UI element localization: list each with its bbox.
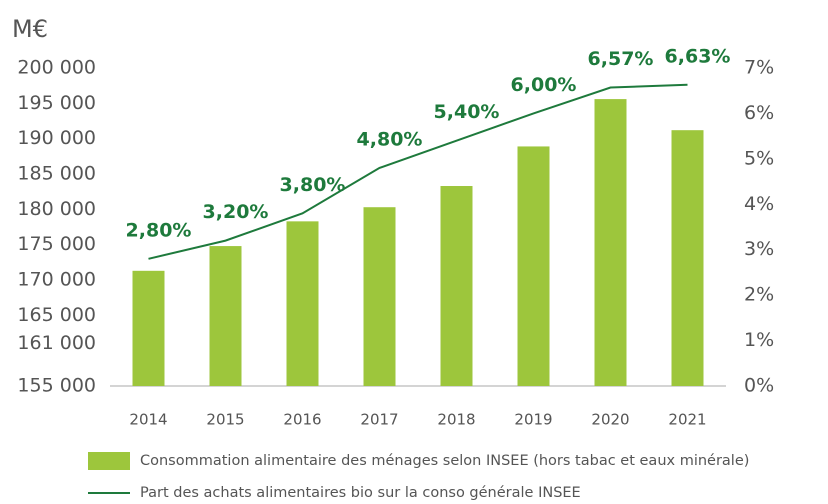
x-tick-label: 2016 bbox=[283, 411, 321, 429]
y2-tick-label: 5% bbox=[744, 147, 774, 169]
x-tick-label: 2019 bbox=[514, 411, 552, 429]
bar bbox=[671, 130, 704, 386]
data-label: 6,57% bbox=[588, 48, 654, 70]
data-label: 2,80% bbox=[126, 219, 192, 241]
bar bbox=[286, 221, 319, 386]
y-tick-label: 155 000 bbox=[17, 375, 96, 397]
bar bbox=[209, 246, 242, 386]
y-unit: M€ bbox=[12, 15, 48, 43]
legend-swatch bbox=[88, 452, 130, 470]
y-tick-label: 185 000 bbox=[17, 163, 96, 185]
x-tick-label: 2018 bbox=[437, 411, 475, 429]
bar bbox=[363, 207, 396, 386]
data-label: 4,80% bbox=[357, 128, 423, 150]
bar bbox=[594, 99, 627, 387]
y-tick-label: 190 000 bbox=[17, 127, 96, 149]
y2-tick-label: 6% bbox=[744, 102, 774, 124]
y-tick-label: 175 000 bbox=[17, 233, 96, 255]
y-tick-label: 161 000 bbox=[17, 332, 96, 354]
data-label: 6,00% bbox=[511, 74, 577, 96]
legend-label: Consommation alimentaire des ménages sel… bbox=[140, 453, 749, 469]
legend-label: Part des achats alimentaires bio sur la … bbox=[140, 485, 581, 501]
x-tick-label: 2017 bbox=[360, 411, 398, 429]
y2-tick-label: 7% bbox=[744, 57, 774, 79]
bar bbox=[440, 186, 473, 386]
y2-tick-label: 3% bbox=[744, 238, 774, 260]
y2-tick-label: 4% bbox=[744, 193, 774, 215]
y2-tick-label: 2% bbox=[744, 284, 774, 306]
x-tick-label: 2021 bbox=[668, 411, 706, 429]
data-label: 3,80% bbox=[280, 174, 346, 196]
y-tick-label: 170 000 bbox=[17, 269, 96, 291]
y-tick-label: 195 000 bbox=[17, 92, 96, 114]
data-label: 3,20% bbox=[203, 201, 269, 223]
y2-tick-label: 0% bbox=[744, 375, 774, 397]
y2-tick-label: 1% bbox=[744, 329, 774, 351]
y-tick-label: 180 000 bbox=[17, 198, 96, 220]
bar bbox=[517, 146, 550, 386]
data-label: 5,40% bbox=[434, 101, 500, 123]
x-tick-label: 2015 bbox=[206, 411, 244, 429]
x-tick-label: 2014 bbox=[129, 411, 167, 429]
x-tick-label: 2020 bbox=[591, 411, 629, 429]
line bbox=[148, 83, 688, 260]
bar bbox=[132, 270, 165, 386]
data-label: 6,63% bbox=[665, 45, 731, 67]
y-tick-label: 200 000 bbox=[17, 57, 96, 79]
y-tick-label: 165 000 bbox=[17, 304, 96, 326]
